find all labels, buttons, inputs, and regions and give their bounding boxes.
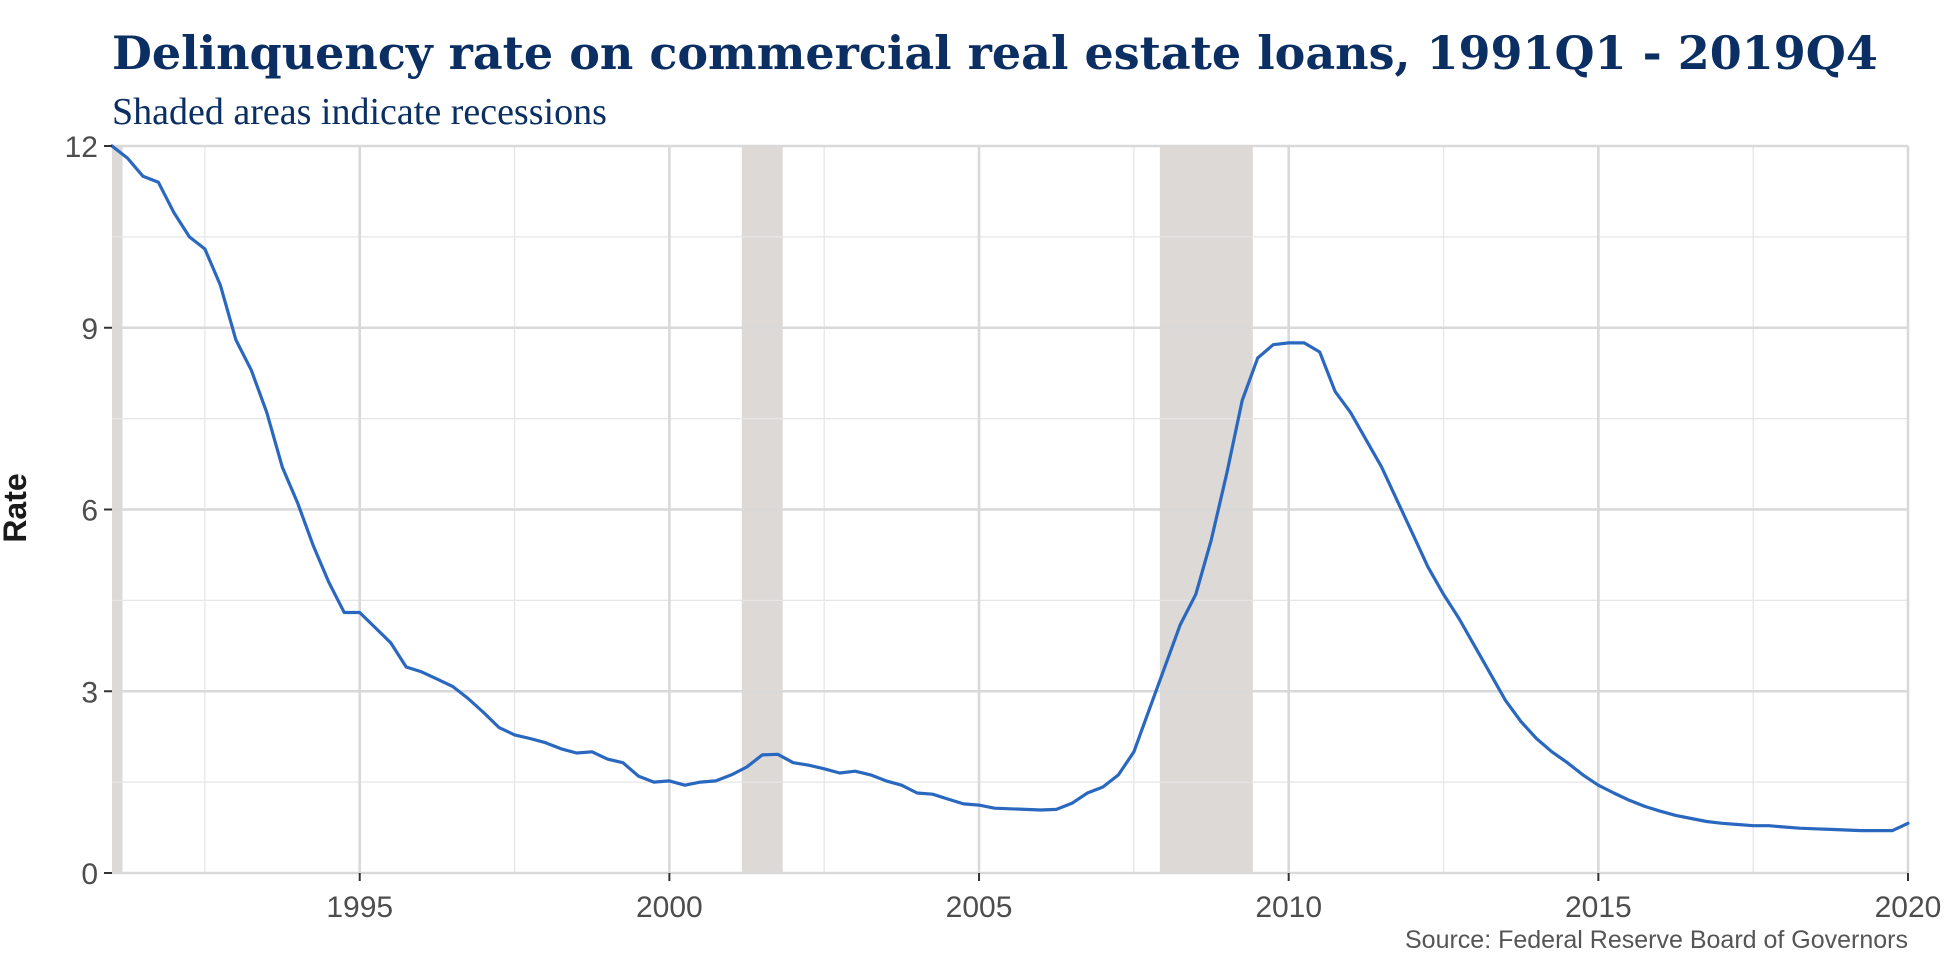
x-tick-label: 2010 (1255, 891, 1322, 924)
chart-title: Delinquency rate on commercial real esta… (112, 26, 1878, 80)
chart-subtitle: Shaded areas indicate recessions (112, 91, 607, 133)
series-layer (110, 144, 1910, 833)
x-tick-label: 2020 (1875, 891, 1942, 924)
y-tick-label: 12 (65, 131, 98, 164)
x-tick-label: 2015 (1565, 891, 1632, 924)
x-tick-label: 1995 (326, 891, 393, 924)
x-tick-label: 2000 (636, 891, 703, 924)
x-tick-label: 2005 (946, 891, 1013, 924)
grid-lines (112, 144, 1910, 875)
series-line-1 (110, 144, 1910, 833)
y-axis-title: Rate (0, 473, 33, 542)
y-tick-label: 6 (81, 495, 98, 528)
y-tick-label: 0 (81, 858, 98, 891)
tick-labels: 0 3 6 9 12 1995 2000 2005 2010 2015 2020 (65, 131, 1942, 924)
source-note: Source: Federal Reserve Board of Governo… (1404, 926, 1908, 954)
y-tick-label: 9 (81, 313, 98, 346)
y-tick-label: 3 (81, 676, 98, 709)
